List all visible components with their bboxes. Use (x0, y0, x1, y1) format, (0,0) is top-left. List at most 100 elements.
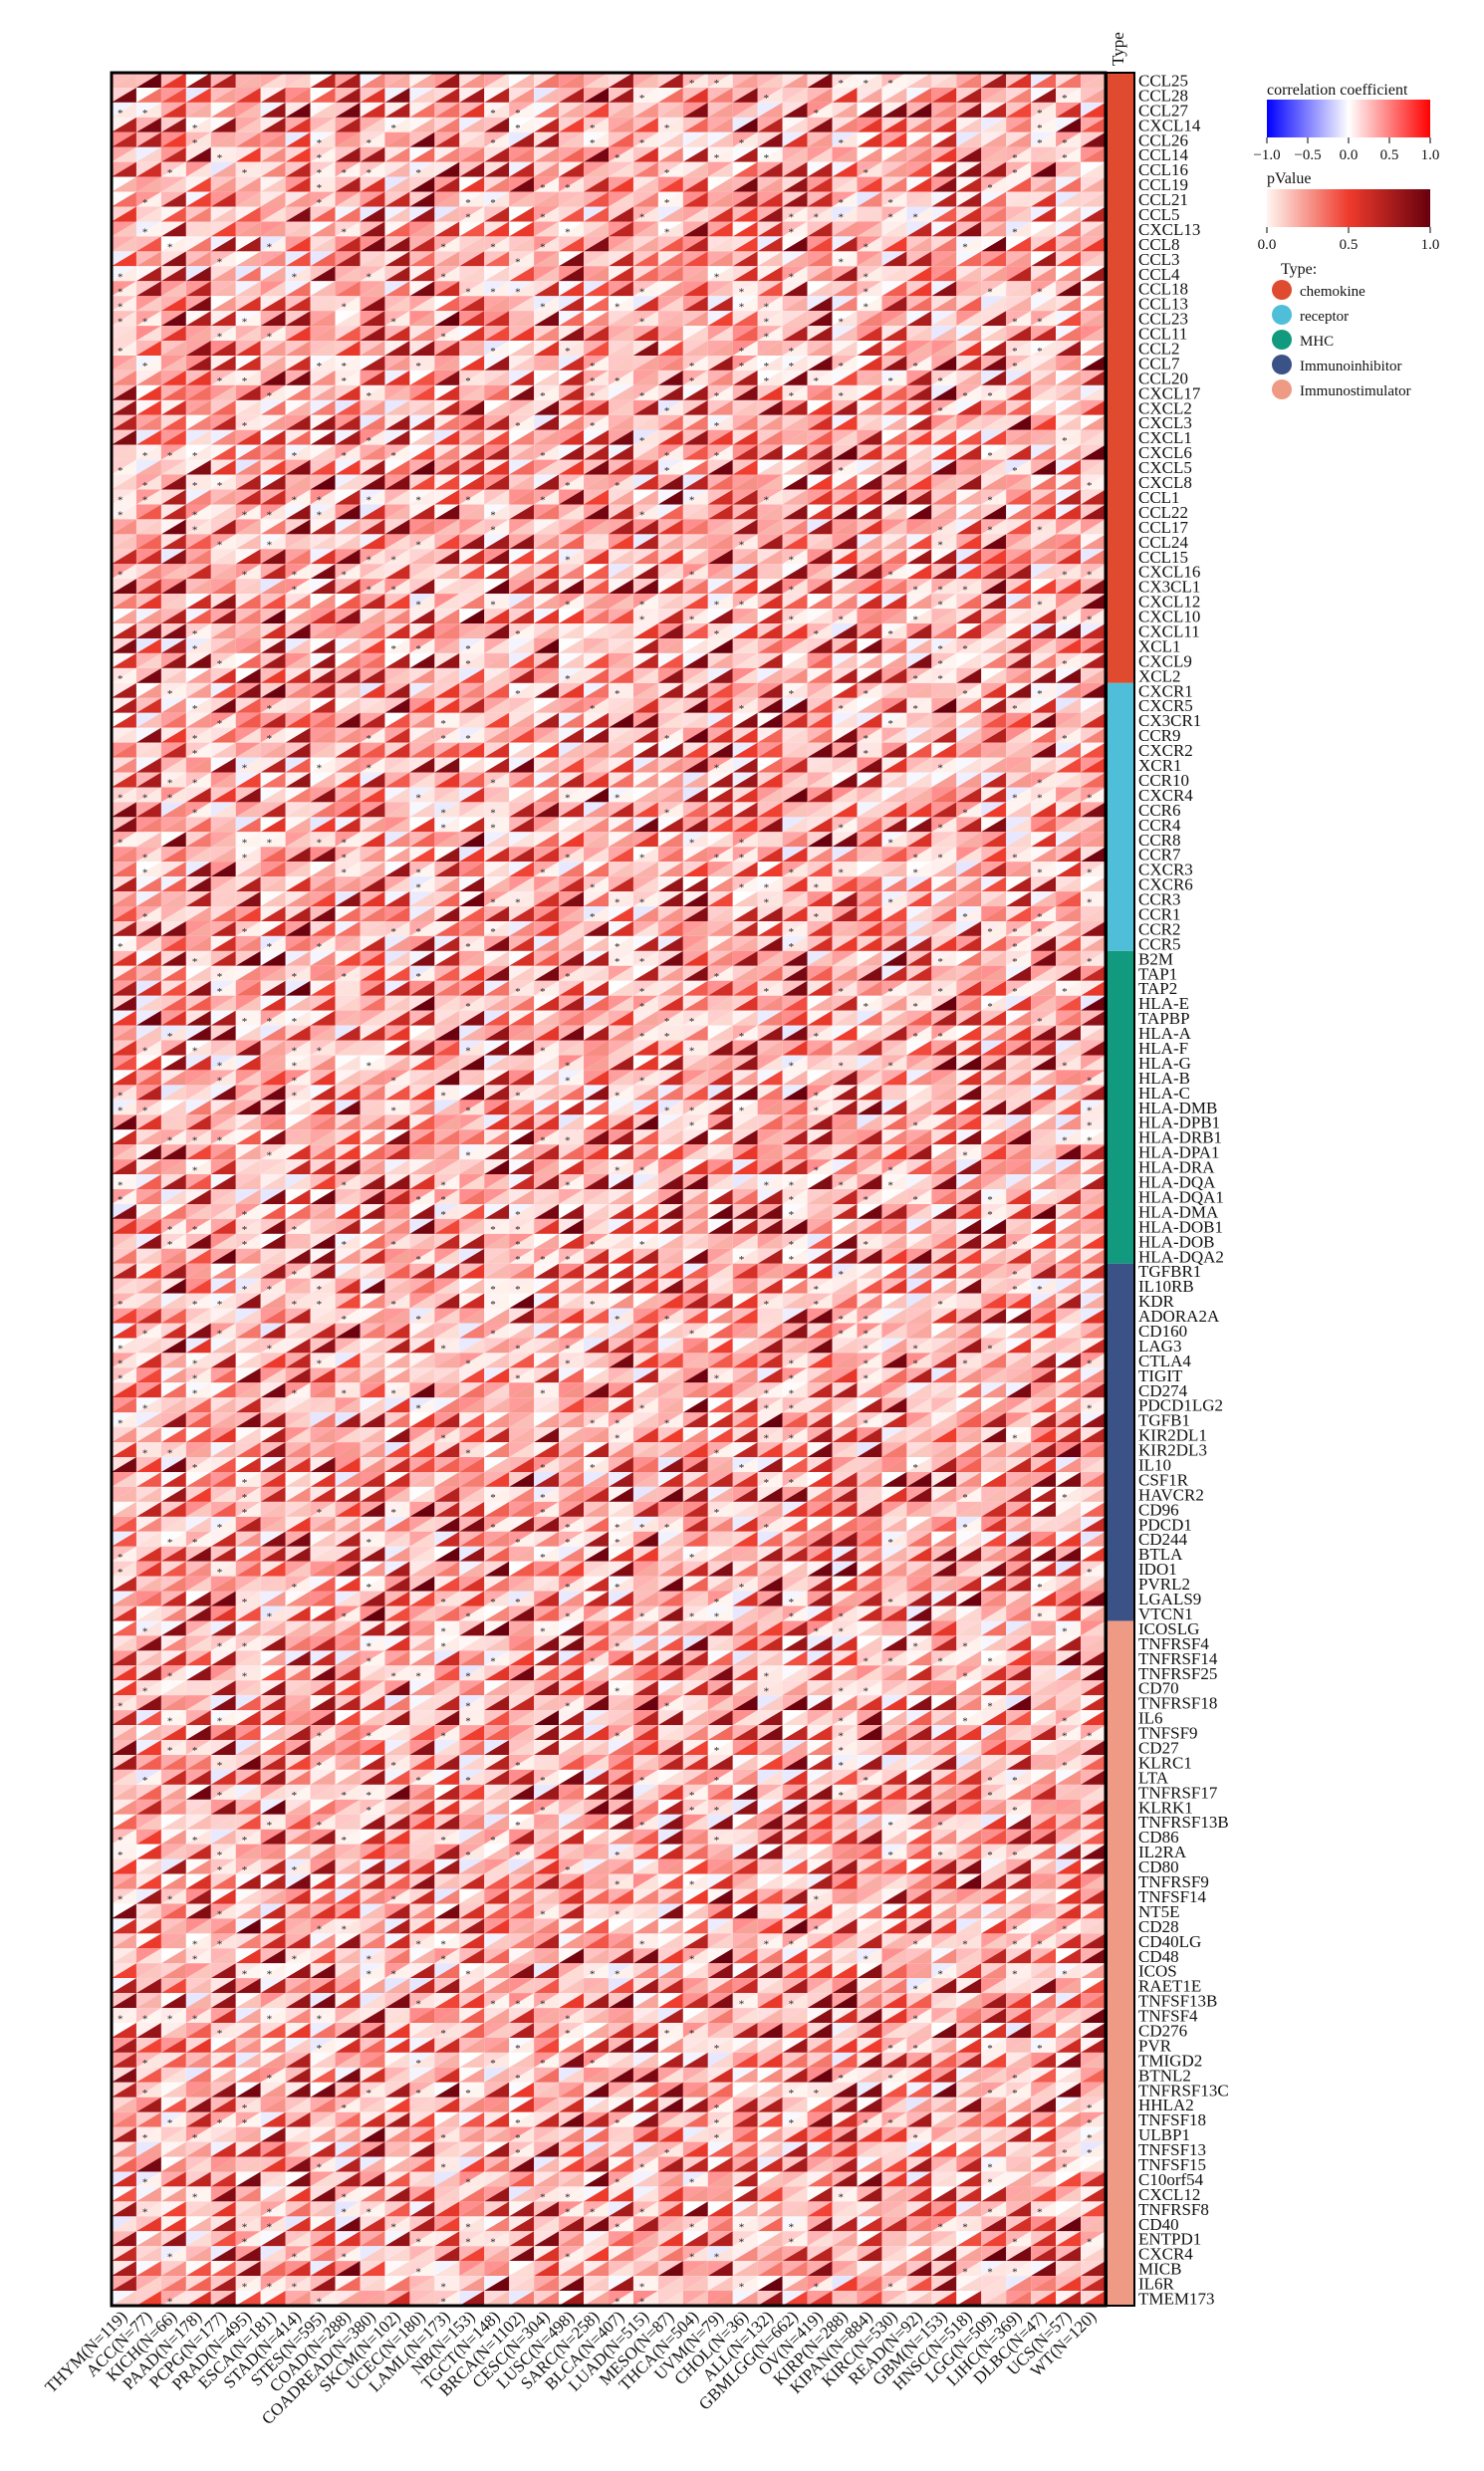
cell-correlation-triangle (509, 206, 535, 222)
cell-correlation-triangle (434, 236, 460, 252)
cell-pvalue-triangle (285, 414, 311, 430)
cell-correlation-triangle (609, 399, 633, 415)
cell-pvalue-triangle (360, 102, 385, 118)
cell-pvalue-triangle (857, 117, 882, 132)
cell-correlation-triangle (807, 102, 833, 118)
cell-pvalue-triangle (559, 117, 585, 132)
cell-correlation-triangle (857, 399, 882, 415)
cell-pvalue-triangle (931, 296, 957, 312)
cell-pvalue-triangle (1031, 117, 1057, 132)
cell-pvalue-triangle (1056, 296, 1082, 312)
cell-correlation-triangle (782, 399, 808, 415)
cell-pvalue-triangle (285, 191, 311, 207)
cell-pvalue-triangle (210, 296, 236, 312)
cell-pvalue-triangle (210, 281, 236, 297)
cell-correlation-triangle (559, 399, 585, 415)
cell-pvalue-triangle (1031, 236, 1057, 252)
cell-correlation-triangle (1056, 399, 1082, 415)
cell-pvalue-triangle (310, 87, 336, 103)
cell-correlation-triangle (732, 221, 758, 237)
cell-pvalue-triangle (981, 326, 1007, 342)
cell-pvalue-triangle (682, 414, 708, 430)
cell-correlation-triangle (931, 341, 957, 356)
cell-pvalue-triangle (509, 326, 535, 342)
cell-pvalue-triangle (807, 370, 833, 385)
cell-correlation-triangle (832, 87, 858, 103)
cell-correlation-triangle (981, 102, 1007, 118)
cell-correlation-triangle (559, 73, 585, 88)
cell-pvalue-triangle (484, 117, 510, 132)
cell-pvalue-triangle (384, 73, 410, 88)
cell-correlation-triangle (135, 341, 161, 356)
cell-correlation-triangle (1031, 281, 1057, 297)
cell-correlation-triangle (285, 251, 311, 267)
cell-correlation-triangle (459, 161, 485, 177)
cell-pvalue-triangle (160, 414, 186, 430)
cell-correlation-triangle (1056, 131, 1082, 147)
cell-correlation-triangle (335, 161, 361, 177)
cell-correlation-triangle (757, 311, 783, 327)
cell-pvalue-triangle (981, 221, 1007, 237)
cell-correlation-triangle (135, 296, 161, 312)
cell-pvalue-triangle (409, 73, 435, 88)
cell-pvalue-triangle (657, 117, 683, 132)
cell-pvalue-triangle (135, 251, 161, 267)
cell-pvalue-triangle (135, 370, 161, 385)
cell-pvalue-triangle (857, 266, 882, 282)
cell-pvalue-triangle (1006, 221, 1032, 237)
cell-pvalue-triangle (931, 102, 957, 118)
cell-pvalue-triangle (310, 221, 336, 237)
cell-pvalue-triangle (1056, 326, 1082, 342)
cell-pvalue-triangle (807, 251, 833, 267)
cell-correlation-triangle (906, 399, 932, 415)
cell-pvalue-triangle (185, 73, 211, 88)
cell-pvalue-triangle (1081, 87, 1106, 103)
cell-correlation-triangle (632, 117, 658, 132)
cell-pvalue-triangle (956, 326, 982, 342)
cell-pvalue-triangle (260, 296, 286, 312)
cell-correlation-triangle (112, 281, 136, 297)
cell-pvalue-triangle (1056, 355, 1082, 371)
cell-pvalue-triangle (310, 236, 336, 252)
cell-pvalue-triangle (981, 146, 1007, 162)
cell-pvalue-triangle (807, 117, 833, 132)
cell-pvalue-triangle (881, 281, 907, 297)
cell-pvalue-triangle (906, 266, 932, 282)
cell-pvalue-triangle (160, 206, 186, 222)
cell-pvalue-triangle (707, 370, 733, 385)
cell-correlation-triangle (609, 326, 633, 342)
cell-pvalue-triangle (534, 131, 560, 147)
cell-correlation-triangle (210, 281, 236, 297)
cell-pvalue-triangle (285, 87, 311, 103)
cell-correlation-triangle (832, 102, 858, 118)
cell-pvalue-triangle (1056, 341, 1082, 356)
cell-pvalue-triangle (807, 296, 833, 312)
cell-correlation-triangle (807, 326, 833, 342)
cell-pvalue-triangle (832, 102, 858, 118)
cell-pvalue-triangle (1031, 161, 1057, 177)
cell-pvalue-triangle (807, 355, 833, 371)
cell-correlation-triangle (260, 146, 286, 162)
cell-pvalue-triangle (832, 266, 858, 282)
cell-pvalue-triangle (112, 341, 136, 356)
cell-correlation-triangle (632, 311, 658, 327)
cell-pvalue-triangle (857, 236, 882, 252)
cell-correlation-triangle (931, 146, 957, 162)
cell-pvalue-triangle (112, 161, 136, 177)
cell-pvalue-triangle (559, 206, 585, 222)
cell-correlation-triangle (981, 221, 1007, 237)
cell-correlation-triangle (832, 370, 858, 385)
cell-correlation-triangle (632, 399, 658, 415)
cell-pvalue-triangle (534, 161, 560, 177)
cell-pvalue-triangle (757, 236, 783, 252)
cell-pvalue-triangle (757, 73, 783, 88)
cell-pvalue-triangle (1006, 355, 1032, 371)
cell-pvalue-triangle (682, 355, 708, 371)
cell-pvalue-triangle (807, 326, 833, 342)
cell-pvalue-triangle (707, 296, 733, 312)
cell-pvalue-triangle (160, 355, 186, 371)
cell-correlation-triangle (757, 176, 783, 192)
cell-correlation-triangle (981, 117, 1007, 132)
cell-pvalue-triangle (1081, 311, 1106, 327)
cell-correlation-triangle (210, 176, 236, 192)
